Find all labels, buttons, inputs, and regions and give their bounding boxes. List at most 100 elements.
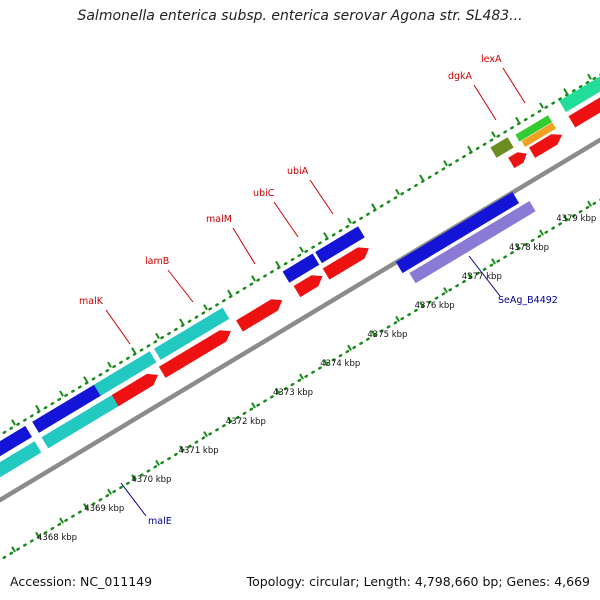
gene-label-lexA: lexA — [481, 54, 502, 65]
gene-feature — [293, 275, 323, 298]
label-leader-line — [232, 227, 256, 265]
gene-feature — [559, 76, 600, 113]
gene-feature — [315, 226, 365, 264]
inner-tick — [491, 258, 496, 265]
gene-feature — [111, 373, 158, 407]
kbp-tick-label: 4370 kbp — [131, 475, 171, 485]
gene-label-malE: malE — [148, 516, 172, 527]
outer-tick — [563, 88, 568, 95]
inner-tick — [59, 517, 64, 524]
backbone — [0, 137, 600, 503]
inner-tick — [155, 459, 160, 467]
inner-tick — [419, 301, 424, 308]
outer-tick — [179, 318, 184, 325]
outer-tick — [35, 404, 40, 412]
outer-tick-track — [0, 73, 600, 437]
outer-tick — [11, 419, 16, 426]
inner-tick — [203, 431, 208, 438]
label-leader-line — [167, 269, 194, 303]
outer-tick — [131, 347, 136, 354]
inner-tick — [179, 445, 184, 452]
gene-feature — [515, 115, 553, 142]
inner-tick — [539, 229, 544, 236]
gene-feature — [0, 441, 42, 478]
outer-tick — [83, 376, 88, 383]
kbp-tick-label: 4374 kbp — [320, 359, 360, 369]
gene-feature — [322, 247, 369, 280]
inner-tick — [107, 488, 112, 495]
gene-feature — [395, 192, 520, 274]
kbp-tick-label: 4368 kbp — [37, 533, 77, 543]
genome-summary-text: Topology: circular; Length: 4,798,660 bp… — [246, 574, 590, 589]
outer-tick — [155, 332, 160, 340]
map-title: Salmonella enterica subsp. enterica sero… — [77, 8, 523, 24]
gene-feature — [41, 392, 123, 449]
label-leader-line — [309, 179, 334, 215]
outer-tick — [395, 188, 400, 196]
inner-tick-track — [0, 198, 600, 562]
gene-label-SeAg_B4492: SeAg_B4492 — [498, 295, 558, 306]
inner-tick — [443, 287, 448, 294]
gene-label-lamB: lamB — [145, 256, 169, 267]
gene-label-ubiA: ubiA — [287, 166, 309, 177]
gene-label-malM: malM — [206, 214, 232, 225]
gene-label-ubiC: ubiC — [253, 188, 275, 199]
gene-label-malK: malK — [79, 296, 104, 307]
inner-tick — [515, 243, 520, 251]
outer-tick — [587, 73, 592, 80]
outer-tick — [467, 145, 472, 152]
tick-dot-tracks — [0, 73, 600, 562]
gene-feature — [0, 425, 32, 457]
outer-tick — [539, 102, 544, 109]
kbp-tick-label: 4379 kbp — [556, 214, 596, 224]
tick-marks — [11, 73, 592, 553]
outer-tick — [419, 174, 424, 181]
outer-tick — [443, 160, 448, 167]
outer-tick — [59, 390, 64, 397]
backbone-line — [0, 137, 600, 503]
inner-tick — [251, 402, 256, 409]
label-leader-line — [502, 67, 526, 104]
kbp-tick-label: 4377 kbp — [462, 272, 502, 282]
inner-tick — [299, 373, 304, 380]
gene-labels: malK lamB malM ubiC ubiA dgkA lexA malE SeAg_B44… — [79, 54, 558, 527]
label-leader-line — [120, 482, 147, 517]
gene-feature — [409, 201, 536, 284]
outer-tick — [347, 217, 352, 224]
kbp-tick-label: 4376 kbp — [415, 301, 455, 311]
outer-tick — [251, 275, 256, 282]
label-leader-line — [473, 84, 497, 121]
outer-tick — [299, 246, 304, 253]
gene-feature — [93, 351, 157, 396]
inner-tick — [35, 531, 40, 539]
inner-tick — [11, 546, 16, 553]
kbp-tick-labels: 4368 kbp 4369 kbp 4370 kbp 4371 kbp 4372 kbp… — [37, 214, 596, 543]
gene-feature — [158, 330, 231, 378]
label-leader-line — [273, 201, 299, 238]
kbp-tick-label: 4378 kbp — [509, 243, 549, 253]
outer-tick — [275, 260, 280, 268]
gene-label-dgkA: dgkA — [448, 71, 473, 82]
outer-tick — [323, 232, 328, 239]
gene-feature — [529, 134, 563, 158]
outer-tick — [227, 289, 232, 296]
inner-tick — [587, 200, 592, 207]
inner-tick — [467, 272, 472, 279]
gene-features — [0, 76, 600, 478]
kbp-tick-label: 4369 kbp — [84, 504, 124, 514]
gene-feature — [508, 152, 527, 169]
outer-tick — [515, 116, 520, 124]
kbp-tick-label: 4371 kbp — [179, 446, 219, 456]
inner-tick — [371, 330, 376, 337]
gene-feature — [32, 382, 105, 433]
inner-tick — [131, 474, 136, 481]
gene-feature — [521, 122, 556, 147]
outer-tick — [107, 361, 112, 368]
inner-tick — [395, 315, 400, 323]
gene-feature — [568, 97, 600, 128]
gene-feature — [490, 137, 514, 158]
accession-text: Accession: NC_011149 — [10, 574, 153, 589]
inner-tick — [563, 215, 568, 222]
outer-tick — [491, 131, 496, 138]
